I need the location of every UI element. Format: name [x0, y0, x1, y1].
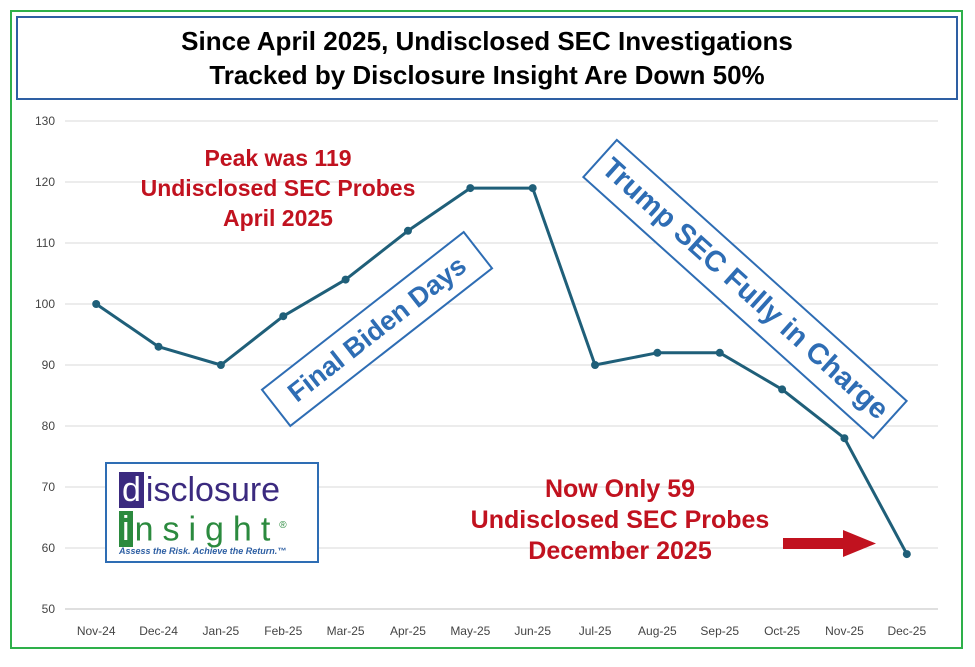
data-point: [591, 361, 600, 369]
x-tick-label: May-25: [450, 624, 490, 638]
x-tick-label: Dec-25: [887, 624, 926, 638]
logo-word-insight: i nsight®: [119, 508, 287, 549]
peak-annotation-line-3: April 2025: [223, 205, 333, 231]
data-point: [92, 300, 101, 308]
x-tick-label: Jan-25: [203, 624, 240, 638]
x-tick-label: Jul-25: [579, 624, 612, 638]
data-point: [154, 342, 163, 351]
x-tick-label: Dec-24: [139, 624, 178, 638]
data-point: [528, 184, 537, 193]
logo-insight-rest: nsight: [134, 510, 280, 549]
data-point: [778, 385, 787, 394]
logo-tagline: Assess the Risk. Achieve the Return.™: [119, 546, 287, 556]
y-tick-label: 120: [35, 175, 55, 189]
data-point: [715, 348, 724, 357]
data-point: [403, 226, 412, 235]
data-point: [216, 361, 225, 369]
x-tick-label: Sep-25: [700, 624, 739, 638]
now-annotation-line-3: December 2025: [528, 537, 712, 565]
y-tick-label: 90: [42, 358, 56, 372]
data-point: [840, 434, 849, 443]
x-tick-label: Mar-25: [327, 624, 365, 638]
now-annotation-line-1: Now Only 59: [544, 475, 696, 503]
y-tick-label: 110: [36, 236, 55, 250]
red-arrow: [783, 530, 876, 557]
x-tick-label: Aug-25: [638, 624, 677, 638]
series-line: [95, 186, 909, 555]
y-tick-label: 50: [42, 602, 56, 616]
data-point: [653, 348, 662, 357]
x-tick-label: Oct-25: [764, 624, 800, 638]
y-tick-label: 80: [42, 419, 56, 433]
peak-annotation: Peak was 119 Undisclosed SEC Probes Apri…: [118, 143, 438, 233]
logo-i-block: i: [119, 511, 133, 548]
logo-disclosure-rest: isclosure: [145, 471, 281, 509]
red-arrow-shaft: [783, 538, 843, 549]
x-tick-label: Nov-25: [825, 624, 864, 638]
chart-title-box: Since April 2025, Undisclosed SEC Invest…: [16, 16, 958, 100]
chart-title-line-2: Tracked by Disclosure Insight Are Down 5…: [209, 60, 765, 90]
now-annotation-line-2: Undisclosed SEC Probes: [470, 506, 770, 534]
x-tick-label: Apr-25: [390, 624, 426, 638]
y-tick-label: 70: [42, 480, 56, 494]
x-tick-label: Jun-25: [514, 624, 551, 638]
logo-word-disclosure: d isclosure: [119, 472, 280, 508]
peak-annotation-line-2: Undisclosed SEC Probes: [140, 175, 416, 201]
data-point: [466, 184, 475, 193]
y-tick-label: 60: [42, 541, 56, 555]
data-point: [279, 312, 288, 321]
data-point: [341, 275, 350, 284]
disclosure-insight-logo: d isclosure i nsight® Assess the Risk. Ach…: [105, 462, 319, 563]
chart-frame: [10, 10, 963, 649]
red-arrow-head: [843, 530, 876, 557]
y-tick-label: 100: [35, 297, 55, 311]
x-tick-label: Nov-24: [77, 624, 116, 638]
now-annotation: Now Only 59 Undisclosed SEC Probes Decem…: [470, 474, 770, 567]
y-tick-label: 130: [35, 114, 55, 128]
peak-annotation-line-1: Peak was 119: [204, 145, 352, 171]
logo-d-block: d: [119, 472, 144, 508]
data-point: [902, 550, 911, 559]
logo-registered-mark: ®: [279, 520, 287, 531]
x-tick-label: Feb-25: [264, 624, 302, 638]
chart-title-line-1: Since April 2025, Undisclosed SEC Invest…: [181, 26, 793, 56]
